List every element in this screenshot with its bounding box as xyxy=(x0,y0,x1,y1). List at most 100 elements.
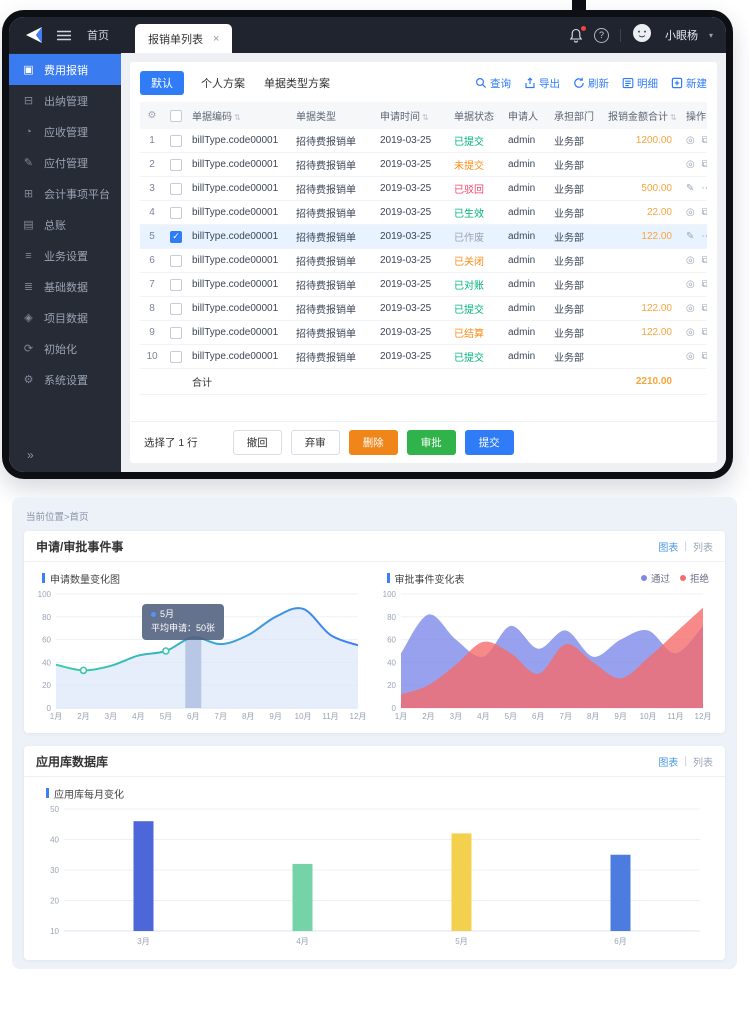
scheme-button[interactable]: 单据类型方案 xyxy=(262,71,332,95)
sidebar-item[interactable]: ◈ 项目数据 xyxy=(9,302,121,333)
toggle-chart-view[interactable]: 图表 xyxy=(658,542,679,554)
copy-icon[interactable]: ⧉ xyxy=(701,159,707,170)
view-icon[interactable]: ◎ xyxy=(686,159,695,170)
copy-icon[interactable]: ⧉ xyxy=(701,303,707,314)
sidebar-item[interactable]: ⟳ 初始化 xyxy=(9,333,121,364)
column-header[interactable]: 申请时间 ⇅ xyxy=(380,112,429,123)
撤回-button[interactable]: 撤回 xyxy=(232,430,282,455)
action-导出[interactable]: 导出 xyxy=(524,76,560,91)
bill-type: 招待费报销单 xyxy=(296,281,356,292)
more-icon[interactable]: ⋯ xyxy=(701,231,707,242)
sidebar-collapse-icon[interactable]: » xyxy=(27,448,34,462)
more-icon[interactable]: ⋯ xyxy=(701,183,707,194)
row-checkbox[interactable] xyxy=(170,326,182,339)
row-checkbox[interactable]: ✓ xyxy=(170,230,182,243)
toggle-list-view[interactable]: 列表 xyxy=(693,757,713,769)
app-logo-icon[interactable] xyxy=(19,22,49,48)
row-checkbox[interactable] xyxy=(170,182,182,195)
applicant: admin xyxy=(508,279,536,290)
column-header: 申请人 xyxy=(508,112,538,123)
help-icon[interactable]: ? xyxy=(593,27,609,43)
sort-icon[interactable]: ⇅ xyxy=(670,113,677,122)
删除-button[interactable]: 删除 xyxy=(348,430,398,455)
tab-expense-list[interactable]: 报销单列表 × xyxy=(135,24,233,53)
notification-bell-icon[interactable] xyxy=(569,24,587,43)
sort-icon[interactable]: ⇅ xyxy=(422,113,429,122)
table-row[interactable]: 2 billType.code00001 招待费报销单 2019-03-25 未提交 ad… xyxy=(140,153,707,177)
sidebar-item[interactable]: ▣ 费用报销 xyxy=(9,54,121,85)
sidebar-item[interactable]: ≡ 业务设置 xyxy=(9,240,121,271)
table-row[interactable]: 7 billType.code00001 招待费报销单 2019-03-25 已对账 ad… xyxy=(140,273,707,297)
sidebar-item-label: 初始化 xyxy=(44,343,77,356)
applicant: admin xyxy=(508,159,536,170)
view-icon[interactable]: ◎ xyxy=(686,303,695,314)
status-badge: 已对账 xyxy=(454,281,484,292)
sidebar-item[interactable]: ⊟ 出纳管理 xyxy=(9,85,121,116)
row-checkbox[interactable] xyxy=(170,158,182,171)
toggle-list-view[interactable]: 列表 xyxy=(693,542,713,554)
edit-icon[interactable]: ✎ xyxy=(686,183,695,194)
sidebar-item[interactable]: ✎ 应付管理 xyxy=(9,147,121,178)
nav-home-link[interactable]: 首页 xyxy=(87,30,109,42)
table-row[interactable]: 1 billType.code00001 招待费报销单 2019-03-25 已提交 ad… xyxy=(140,129,707,153)
gear-icon[interactable]: ⚙ xyxy=(147,110,157,121)
bill-code: billType.code00001 xyxy=(192,207,279,218)
table-row[interactable]: 6 billType.code00001 招待费报销单 2019-03-25 已关闭 ad… xyxy=(140,249,707,273)
user-avatar[interactable] xyxy=(632,23,652,48)
edit-icon[interactable]: ✎ xyxy=(686,231,695,242)
row-checkbox[interactable] xyxy=(170,350,182,363)
column-header[interactable]: 报销金额合计 ⇅ xyxy=(608,112,677,123)
menu-toggle-icon[interactable] xyxy=(57,30,71,41)
copy-icon[interactable]: ⧉ xyxy=(701,279,707,290)
row-checkbox[interactable] xyxy=(170,134,182,147)
row-index: 10 xyxy=(146,351,158,362)
copy-icon[interactable]: ⧉ xyxy=(701,327,707,338)
row-checkbox[interactable] xyxy=(170,302,182,315)
copy-icon[interactable]: ⧉ xyxy=(701,207,707,218)
action-明细[interactable]: 明细 xyxy=(622,76,658,91)
appdb-card-title: 应用库数据库 xyxy=(36,754,109,769)
提交-button[interactable]: 提交 xyxy=(464,430,514,455)
scheme-button[interactable]: 个人方案 xyxy=(199,71,247,95)
select-all-checkbox[interactable] xyxy=(170,109,182,122)
appdb-card: 应用库数据库 图表 | 列表 应用库每月变化 10 20 30 40 50 3月 4月 5月 6… xyxy=(24,746,725,960)
applicant: admin xyxy=(508,255,536,266)
弃审-button[interactable]: 弃审 xyxy=(290,430,340,455)
action-新建[interactable]: 新建 xyxy=(671,76,707,91)
row-checkbox[interactable] xyxy=(170,206,182,219)
table-row[interactable]: 10 billType.code00001 招待费报销单 2019-03-25 已提交 a… xyxy=(140,345,707,369)
sidebar-item[interactable]: ⊞ 会计事项平台 xyxy=(9,178,121,209)
action-刷新[interactable]: 刷新 xyxy=(573,76,609,91)
view-icon[interactable]: ◎ xyxy=(686,327,695,338)
sidebar-item[interactable]: ▤ 总账 xyxy=(9,209,121,240)
sidebar-item[interactable]: ⚙ 系统设置 xyxy=(9,364,121,395)
action-查询[interactable]: 查询 xyxy=(475,76,511,91)
view-icon[interactable]: ◎ xyxy=(686,279,695,290)
view-icon[interactable]: ◎ xyxy=(686,135,695,146)
sidebar-item[interactable]: ◔ 应收管理 xyxy=(9,116,121,147)
row-checkbox[interactable] xyxy=(170,278,182,291)
审批-button[interactable]: 审批 xyxy=(406,430,456,455)
svg-text:7月: 7月 xyxy=(215,712,227,721)
table-row[interactable]: 3 billType.code00001 招待费报销单 2019-03-25 已驳回 ad… xyxy=(140,177,707,201)
tab-close-icon[interactable]: × xyxy=(213,32,220,45)
row-checkbox[interactable] xyxy=(170,254,182,267)
column-header[interactable]: 单据编码 ⇅ xyxy=(192,112,241,123)
sidebar-item-label: 业务设置 xyxy=(44,250,88,263)
copy-icon[interactable]: ⧉ xyxy=(701,135,707,146)
copy-icon[interactable]: ⧉ xyxy=(701,351,707,362)
toggle-chart-view[interactable]: 图表 xyxy=(658,757,679,769)
scheme-button[interactable]: 默认 xyxy=(140,71,184,95)
view-icon[interactable]: ◎ xyxy=(686,255,695,266)
table-row[interactable]: 8 billType.code00001 招待费报销单 2019-03-25 已提交 ad… xyxy=(140,297,707,321)
table-row[interactable]: 9 billType.code00001 招待费报销单 2019-03-25 已结算 ad… xyxy=(140,321,707,345)
chevron-down-icon[interactable]: ▾ xyxy=(708,30,713,40)
table-row[interactable]: 4 billType.code00001 招待费报销单 2019-03-25 已生效 ad… xyxy=(140,201,707,225)
sort-icon[interactable]: ⇅ xyxy=(234,113,241,122)
user-name[interactable]: 小眼杨 xyxy=(664,30,698,42)
view-icon[interactable]: ◎ xyxy=(686,351,695,362)
table-row[interactable]: 5 ✓ billType.code00001 招待费报销单 2019-03-25 已作废 a… xyxy=(140,225,707,249)
view-icon[interactable]: ◎ xyxy=(686,207,695,218)
sidebar-item[interactable]: ≣ 基础数据 xyxy=(9,271,121,302)
copy-icon[interactable]: ⧉ xyxy=(701,255,707,266)
